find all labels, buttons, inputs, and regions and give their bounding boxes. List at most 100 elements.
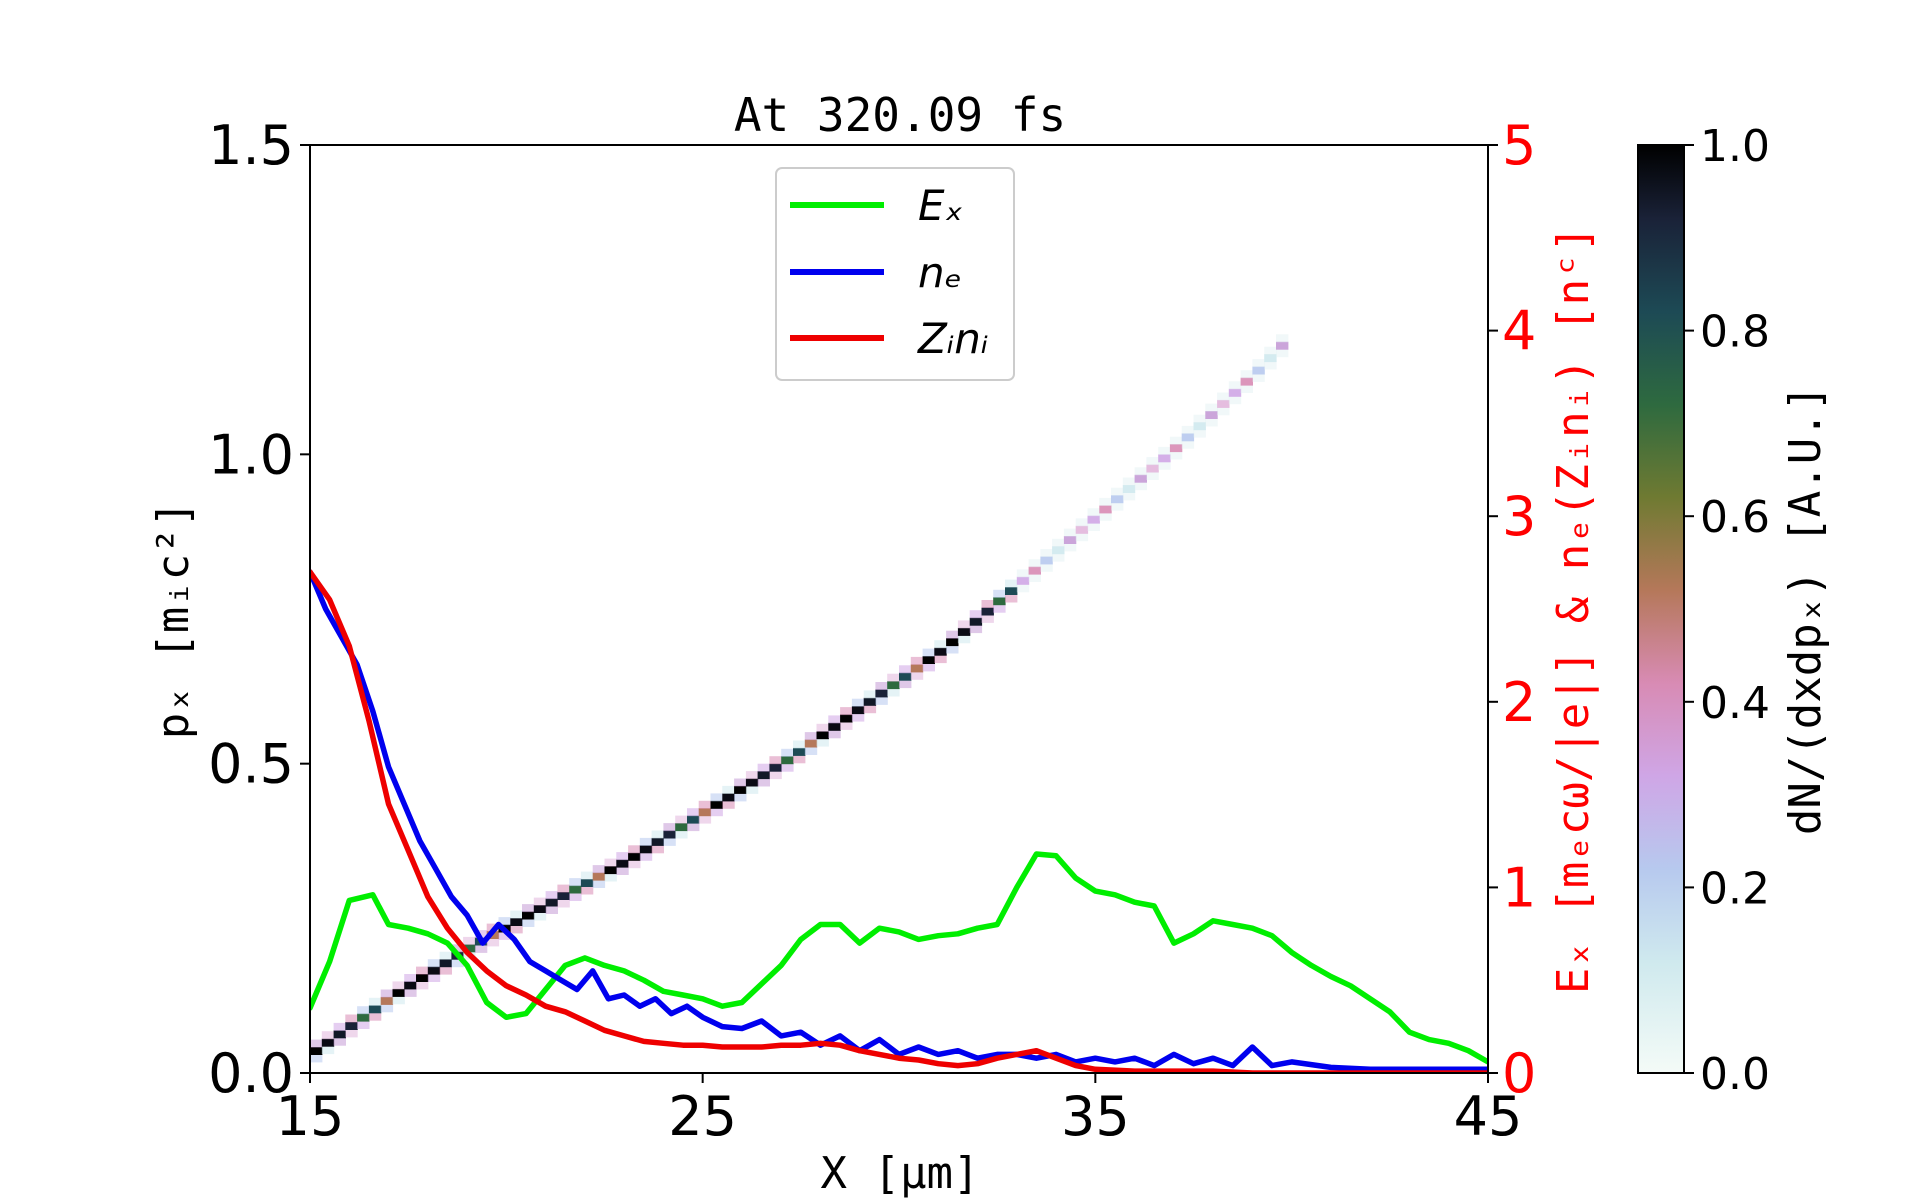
heatmap-cell <box>875 689 888 698</box>
heatmap-cell <box>1146 472 1159 480</box>
heatmap-cell <box>345 1029 358 1038</box>
heatmap-cell <box>840 707 853 716</box>
heatmap-cell <box>1087 515 1100 524</box>
heatmap-cell <box>310 1047 323 1055</box>
heatmap-cell <box>639 852 653 861</box>
heatmap-cell <box>816 738 829 747</box>
heatmap-cell <box>1252 366 1265 375</box>
heatmap-cell <box>675 823 688 832</box>
heatmap-cell <box>663 823 676 832</box>
heatmap-cell <box>404 981 417 990</box>
heatmap-cell <box>392 996 405 1005</box>
heatmap-cell <box>1205 418 1218 427</box>
heatmap-cell <box>687 808 700 817</box>
heatmap-cell <box>1028 559 1041 568</box>
heatmap-cell <box>439 951 452 960</box>
heatmap-cell <box>1193 429 1206 438</box>
heatmap-cell <box>863 690 877 699</box>
y-right-tick-label: 5 <box>1502 114 1536 177</box>
heatmap-cell <box>557 899 570 908</box>
heatmap-cell <box>863 705 877 714</box>
heatmap-cell <box>569 885 582 894</box>
right-axis-ticks: 0 1 2 3 4 5 <box>1488 114 1536 1105</box>
heatmap-cell <box>1111 502 1124 511</box>
left-axis-ticks: 0.0 0.5 1.0 1.5 <box>208 114 310 1105</box>
heatmap-cell <box>604 858 617 867</box>
heatmap-cell <box>745 771 759 780</box>
heatmap-cell <box>357 1013 370 1022</box>
heatmap-cell <box>922 656 935 664</box>
heatmap-cell <box>1181 425 1195 434</box>
heatmap-cell <box>1169 444 1183 453</box>
heatmap-cell <box>722 800 735 809</box>
heatmap-cell <box>1158 446 1171 455</box>
heatmap-cell <box>1264 361 1277 370</box>
heatmap-cell <box>710 793 723 802</box>
x-tick-label: 45 <box>1454 1085 1523 1148</box>
heatmap-cell <box>757 771 770 780</box>
heatmap-cell <box>1052 553 1065 562</box>
x-axis-ticks: 15 25 35 45 <box>276 1073 1523 1148</box>
heatmap-cell <box>628 845 641 854</box>
heatmap-cell <box>781 763 794 772</box>
legend: Eₓ nₑ Zᵢnᵢ <box>775 167 1015 381</box>
heatmap-cell <box>651 845 664 854</box>
heatmap-cell <box>663 830 676 839</box>
heatmap-cell <box>427 966 441 975</box>
heatmap-cell <box>1276 349 1289 358</box>
heatmap-cell <box>793 740 806 749</box>
heatmap-cell <box>545 906 558 914</box>
heatmap-cell <box>427 974 441 982</box>
colorbar-label: dN/(dxdpₓ) [A.U.] <box>1780 385 1831 835</box>
heatmap-cell <box>321 1038 335 1047</box>
heatmap-cell <box>1087 523 1100 531</box>
heatmap-cell <box>510 918 523 926</box>
heatmap-cell <box>1193 414 1206 423</box>
heatmap-cell <box>404 988 417 997</box>
heatmap-cell <box>439 966 452 975</box>
heatmap-cell <box>1134 474 1147 483</box>
heatmap-cell <box>486 938 500 947</box>
heatmap-cell <box>804 747 818 755</box>
heatmap-cell <box>1181 433 1195 442</box>
heatmap-cell <box>616 859 629 868</box>
heatmap-cell <box>1169 451 1183 460</box>
heatmap-cell <box>993 589 1006 598</box>
heatmap-cell <box>1264 346 1277 355</box>
heatmap-cell <box>1052 538 1065 547</box>
heatmap-cell <box>840 714 853 723</box>
legend-label-zini: Zᵢnᵢ <box>917 314 988 363</box>
heatmap-cell <box>981 607 994 616</box>
y-right-tick-label: 2 <box>1502 671 1536 734</box>
heatmap-cell <box>1005 594 1018 603</box>
heatmap-cell <box>875 682 888 690</box>
heatmap-cell <box>1158 461 1171 470</box>
heatmap-cell <box>934 640 947 649</box>
heatmap-cell <box>887 673 900 682</box>
heatmap-cell <box>981 600 994 608</box>
heatmap-cell <box>628 852 641 861</box>
heatmap-cell <box>698 815 712 824</box>
heatmap-cell <box>1240 377 1253 386</box>
heatmap-cell <box>510 910 523 919</box>
heatmap-cell <box>1087 508 1100 517</box>
heatmap-cell <box>910 656 924 665</box>
heatmap-cell <box>1075 518 1089 527</box>
heatmap-cell <box>698 808 712 817</box>
heatmap-cell <box>345 1022 358 1030</box>
heatmap-cell <box>957 627 971 636</box>
heatmap-cell <box>1240 385 1253 393</box>
heatmap-cell <box>1217 392 1230 401</box>
x-axis-label: X [μm] <box>821 1148 980 1199</box>
heatmap-cell <box>851 713 865 722</box>
heatmap-cell <box>628 860 641 869</box>
heatmap-cell <box>557 892 570 900</box>
heatmap-cell <box>981 614 994 623</box>
heatmap-cell <box>887 681 900 690</box>
x-tick-label: 15 <box>276 1085 345 1148</box>
heatmap-cell <box>1134 482 1147 491</box>
heatmap-cell <box>380 996 394 1005</box>
heatmap-cell <box>592 872 606 881</box>
heatmap-cell <box>1075 525 1089 534</box>
heatmap-cell <box>1052 546 1065 555</box>
